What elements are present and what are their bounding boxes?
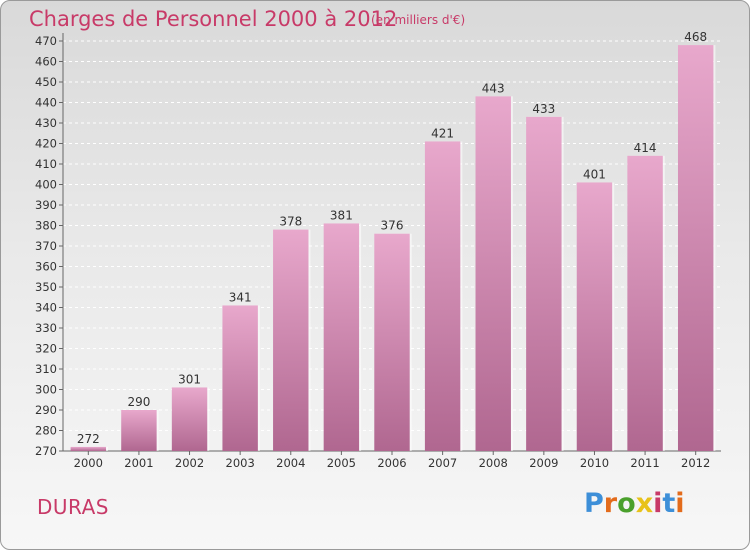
data-label: 272 xyxy=(77,432,100,446)
y-tick-label: 420 xyxy=(35,137,57,151)
data-label: 443 xyxy=(482,81,505,95)
x-tick-label: 2007 xyxy=(428,456,457,470)
y-tick-label: 310 xyxy=(35,362,57,376)
y-tick-label: 430 xyxy=(35,116,57,130)
x-tick-label: 2012 xyxy=(681,456,710,470)
logo-letter: o xyxy=(617,488,636,519)
bar xyxy=(677,45,714,451)
y-tick-label: 370 xyxy=(35,239,57,253)
y-tick-label: 280 xyxy=(35,424,57,438)
place-name: DURAS xyxy=(37,495,110,519)
data-label: 376 xyxy=(381,219,404,233)
x-tick-label: 2011 xyxy=(630,456,659,470)
logo-letter: i xyxy=(675,488,685,519)
bar xyxy=(323,223,360,451)
logo-letter: i xyxy=(653,488,663,519)
x-tick-label: 2001 xyxy=(124,456,153,470)
data-label: 378 xyxy=(279,215,302,229)
x-tick-label: 2000 xyxy=(74,456,103,470)
data-label: 414 xyxy=(634,141,657,155)
bar xyxy=(627,155,663,452)
data-label: 421 xyxy=(431,126,454,140)
bar xyxy=(576,182,613,451)
chart-subtitle: (en milliers d'€) xyxy=(371,13,466,27)
proxiti-logo: Proxiti xyxy=(584,488,685,519)
bar xyxy=(424,141,461,451)
x-tick-label: 2006 xyxy=(377,456,406,470)
data-label: 290 xyxy=(127,395,150,409)
x-tick-label: 2009 xyxy=(529,456,558,470)
y-tick-label: 390 xyxy=(35,198,57,212)
x-tick-label: 2004 xyxy=(276,456,305,470)
bar xyxy=(273,229,309,451)
y-tick-label: 410 xyxy=(35,157,57,171)
x-tick-label: 2008 xyxy=(479,456,508,470)
y-tick-label: 460 xyxy=(35,55,57,69)
y-tick-label: 300 xyxy=(35,383,57,397)
logo-letter: t xyxy=(662,488,676,519)
x-tick-label: 2010 xyxy=(580,456,609,470)
bar xyxy=(121,410,157,451)
x-tick-label: 2002 xyxy=(175,456,204,470)
data-label: 341 xyxy=(229,290,252,304)
data-label: 301 xyxy=(178,372,201,386)
bar xyxy=(374,233,410,451)
data-label: 468 xyxy=(684,30,707,44)
y-tick-label: 400 xyxy=(35,178,57,192)
bar xyxy=(526,116,562,451)
data-label: 381 xyxy=(330,208,353,222)
y-tick-label: 290 xyxy=(35,403,57,417)
data-label: 433 xyxy=(532,102,555,116)
y-tick-label: 360 xyxy=(35,260,57,274)
bar xyxy=(70,446,107,451)
x-tick-label: 2003 xyxy=(226,456,255,470)
y-tick-label: 330 xyxy=(35,321,57,335)
bar xyxy=(171,387,208,451)
data-label: 401 xyxy=(583,167,606,181)
logo-letter: P xyxy=(584,488,604,519)
logo-letter: x xyxy=(635,488,654,519)
chart-title: Charges de Personnel 2000 à 2012 xyxy=(29,7,398,31)
y-tick-label: 440 xyxy=(35,96,57,110)
y-tick-label: 450 xyxy=(35,75,57,89)
y-tick-label: 340 xyxy=(35,301,57,315)
x-tick-label: 2005 xyxy=(327,456,356,470)
bar xyxy=(475,96,511,451)
bar xyxy=(222,305,258,451)
y-tick-label: 270 xyxy=(35,444,57,458)
y-tick-label: 350 xyxy=(35,280,57,294)
y-tick-label: 320 xyxy=(35,342,57,356)
logo-letter: r xyxy=(603,488,618,519)
y-tick-label: 380 xyxy=(35,219,57,233)
y-tick-label: 470 xyxy=(35,34,57,48)
